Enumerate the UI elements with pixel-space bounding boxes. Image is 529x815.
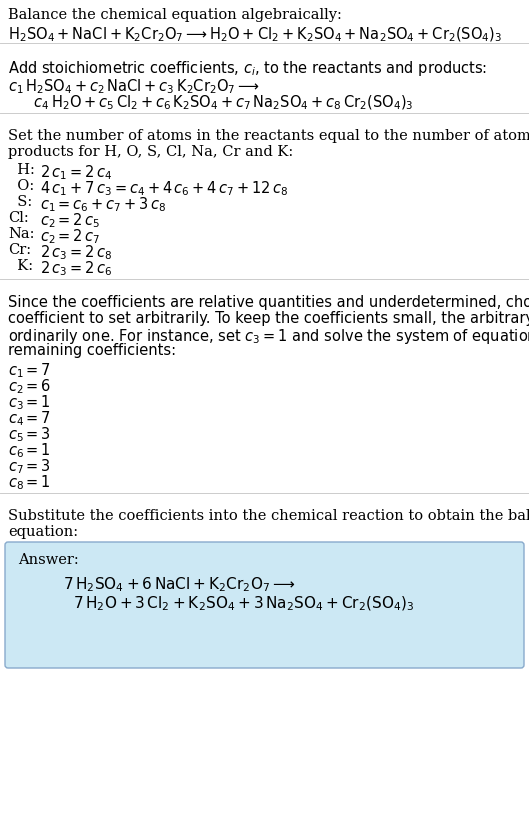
- Text: $c_1\,\mathrm{H_2SO_4} + c_2\,\mathrm{NaCl} + c_3\,\mathrm{K_2Cr_2O_7} \longrigh: $c_1\,\mathrm{H_2SO_4} + c_2\,\mathrm{Na…: [8, 77, 260, 95]
- Text: equation:: equation:: [8, 525, 78, 539]
- Text: $2\,c_3 = 2\,c_8$: $2\,c_3 = 2\,c_8$: [40, 243, 112, 262]
- Text: $c_7 = 3$: $c_7 = 3$: [8, 457, 51, 476]
- Text: $c_1 = 7$: $c_1 = 7$: [8, 361, 51, 380]
- Text: H:: H:: [8, 163, 35, 177]
- Text: $2\,c_1 = 2\,c_4$: $2\,c_1 = 2\,c_4$: [40, 163, 112, 182]
- Text: $\;\;\;\;c_4\,\mathrm{H_2O} + c_5\,\mathrm{Cl_2} + c_6\,\mathrm{K_2SO_4} + c_7\,: $\;\;\;\;c_4\,\mathrm{H_2O} + c_5\,\math…: [18, 94, 414, 112]
- Text: $c_1 = c_6 + c_7 + 3\,c_8$: $c_1 = c_6 + c_7 + 3\,c_8$: [40, 195, 167, 214]
- Text: Cr:: Cr:: [8, 243, 31, 257]
- Text: $c_4 = 7$: $c_4 = 7$: [8, 409, 51, 428]
- Text: K:: K:: [8, 259, 33, 273]
- Text: Since the coefficients are relative quantities and underdetermined, choose a: Since the coefficients are relative quan…: [8, 295, 529, 310]
- Text: Na:: Na:: [8, 227, 34, 241]
- Text: $\mathrm{H_2SO_4 + NaCl + K_2Cr_2O_7} \longrightarrow \mathrm{H_2O + Cl_2 + K_2S: $\mathrm{H_2SO_4 + NaCl + K_2Cr_2O_7} \l…: [8, 26, 503, 44]
- Text: coefficient to set arbitrarily. To keep the coefficients small, the arbitrary va: coefficient to set arbitrarily. To keep …: [8, 311, 529, 326]
- Text: $c_2 = 2\,c_5$: $c_2 = 2\,c_5$: [40, 211, 101, 230]
- Text: $c_2 = 2\,c_7$: $c_2 = 2\,c_7$: [40, 227, 101, 245]
- Text: Cl:: Cl:: [8, 211, 29, 225]
- Text: S:: S:: [8, 195, 32, 209]
- Text: Add stoichiometric coefficients, $c_i$, to the reactants and products:: Add stoichiometric coefficients, $c_i$, …: [8, 59, 487, 78]
- Text: Substitute the coefficients into the chemical reaction to obtain the balanced: Substitute the coefficients into the che…: [8, 509, 529, 523]
- Text: remaining coefficients:: remaining coefficients:: [8, 343, 176, 358]
- Text: $c_8 = 1$: $c_8 = 1$: [8, 473, 51, 491]
- Text: $7\,\mathrm{H_2SO_4} + 6\,\mathrm{NaCl} + \mathrm{K_2Cr_2O_7} \longrightarrow$: $7\,\mathrm{H_2SO_4} + 6\,\mathrm{NaCl} …: [63, 575, 296, 593]
- Text: $c_5 = 3$: $c_5 = 3$: [8, 425, 51, 443]
- Text: $7\,\mathrm{H_2O} + 3\,\mathrm{Cl_2} + \mathrm{K_2SO_4} + 3\,\mathrm{Na_2SO_4} +: $7\,\mathrm{H_2O} + 3\,\mathrm{Cl_2} + \…: [73, 595, 415, 614]
- Text: ordinarily one. For instance, set $c_3 = 1$ and solve the system of equations fo: ordinarily one. For instance, set $c_3 =…: [8, 327, 529, 346]
- Text: O:: O:: [8, 179, 34, 193]
- Text: Balance the chemical equation algebraically:: Balance the chemical equation algebraica…: [8, 8, 342, 22]
- Text: products for H, O, S, Cl, Na, Cr and K:: products for H, O, S, Cl, Na, Cr and K:: [8, 145, 293, 159]
- Text: $2\,c_3 = 2\,c_6$: $2\,c_3 = 2\,c_6$: [40, 259, 112, 278]
- Text: Answer:: Answer:: [18, 553, 79, 567]
- Text: $c_2 = 6$: $c_2 = 6$: [8, 377, 51, 396]
- Text: $c_6 = 1$: $c_6 = 1$: [8, 441, 51, 460]
- Text: $c_3 = 1$: $c_3 = 1$: [8, 393, 51, 412]
- FancyBboxPatch shape: [5, 542, 524, 668]
- Text: Set the number of atoms in the reactants equal to the number of atoms in the: Set the number of atoms in the reactants…: [8, 129, 529, 143]
- Text: $4\,c_1 + 7\,c_3 = c_4 + 4\,c_6 + 4\,c_7 + 12\,c_8$: $4\,c_1 + 7\,c_3 = c_4 + 4\,c_6 + 4\,c_7…: [40, 179, 288, 198]
